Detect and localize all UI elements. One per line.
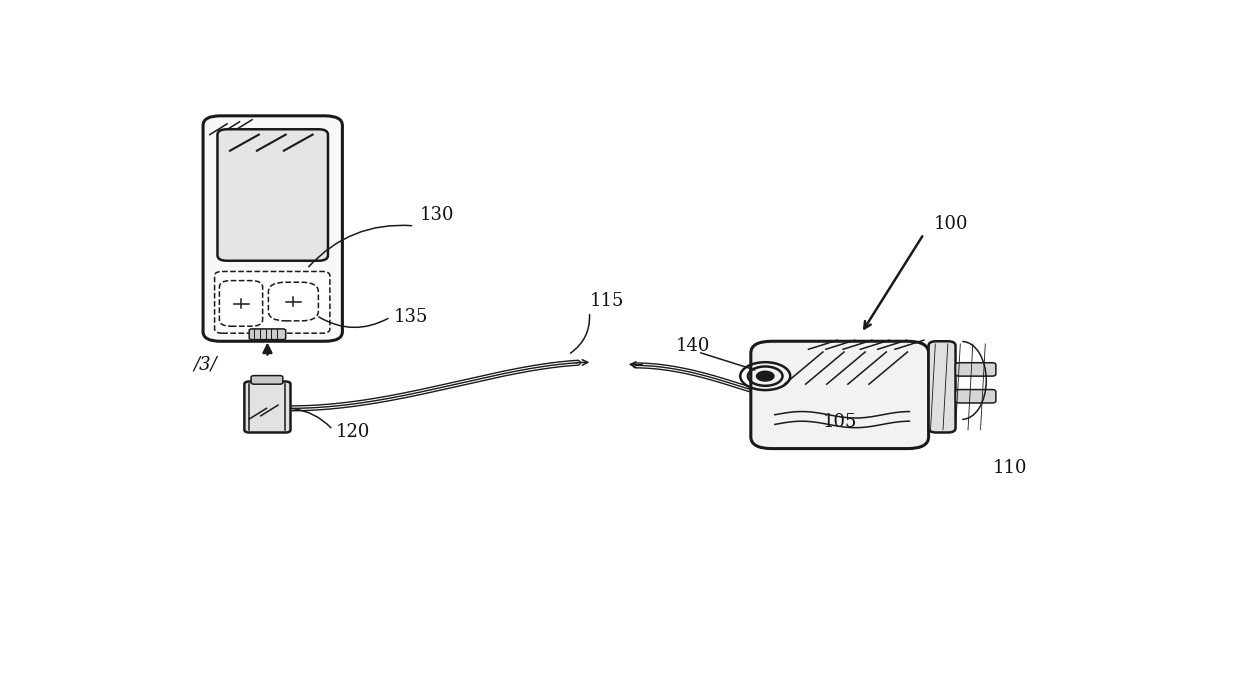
FancyBboxPatch shape: [751, 342, 929, 449]
FancyBboxPatch shape: [215, 271, 330, 333]
Text: 130: 130: [419, 206, 454, 224]
FancyBboxPatch shape: [203, 116, 342, 342]
FancyBboxPatch shape: [249, 329, 285, 339]
FancyBboxPatch shape: [956, 362, 996, 376]
Text: 100: 100: [934, 215, 968, 233]
Text: 105: 105: [823, 413, 857, 431]
FancyBboxPatch shape: [219, 281, 263, 326]
Text: /3/: /3/: [193, 355, 217, 373]
Circle shape: [756, 372, 774, 381]
FancyBboxPatch shape: [929, 342, 956, 432]
Text: 140: 140: [676, 337, 711, 355]
Text: 110: 110: [993, 459, 1028, 477]
FancyBboxPatch shape: [217, 129, 327, 261]
Text: 115: 115: [589, 292, 624, 310]
FancyBboxPatch shape: [250, 376, 283, 384]
FancyBboxPatch shape: [956, 390, 996, 403]
Text: 120: 120: [336, 423, 370, 441]
Text: 135: 135: [393, 309, 428, 326]
FancyBboxPatch shape: [244, 381, 290, 432]
FancyBboxPatch shape: [268, 282, 319, 321]
